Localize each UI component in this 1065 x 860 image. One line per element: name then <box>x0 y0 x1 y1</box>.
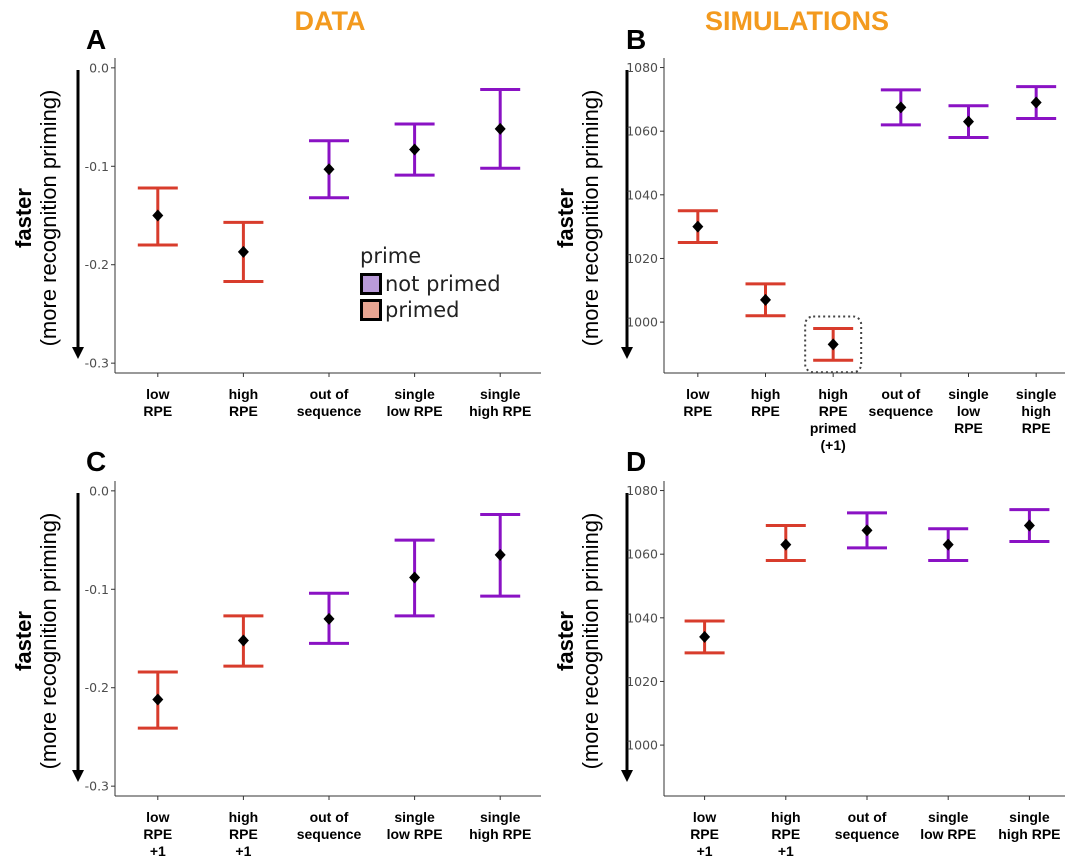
x-tick-label: single low RPE <box>387 809 443 842</box>
data-column-title: DATA <box>294 6 366 36</box>
x-tick-label: high RPE +1 <box>229 809 259 859</box>
mean-point <box>780 538 792 551</box>
mean-point <box>152 693 164 706</box>
panel-d-chart: 1080 1060 1040 1020 1000 low RPE +1 high RPE +1 out… <box>621 481 1065 859</box>
y-tick-label: 1040 <box>626 187 658 202</box>
mean-point <box>760 293 771 306</box>
faster-arrow-head <box>621 770 633 782</box>
x-tick-label: out of sequence <box>835 809 900 842</box>
x-tick-label: single high RPE <box>469 386 531 419</box>
y-tick-label: 1020 <box>626 251 658 266</box>
mean-point <box>409 571 421 584</box>
mean-point <box>827 338 839 351</box>
x-tick-label: high RPE <box>229 386 259 419</box>
y-tick-label: -0.1 <box>85 582 109 597</box>
mean-point <box>494 122 506 135</box>
mean-point <box>1023 519 1035 532</box>
panel-letter-c: C <box>86 446 107 477</box>
y-tick-label: 1040 <box>626 610 658 625</box>
mean-point <box>409 143 421 156</box>
mean-point <box>323 612 335 625</box>
y-tick-label: -0.1 <box>85 159 109 174</box>
legend-title: prime <box>360 244 422 268</box>
x-tick-label: single high RPE <box>998 809 1060 842</box>
panel-a-chart: 0.0 -0.1 -0.2 -0.3 low RPE high RPE out of sequen… <box>72 58 541 419</box>
x-tick-label: single high RPE <box>1016 386 1057 436</box>
mean-point <box>323 163 335 176</box>
y-tick-label: 1060 <box>626 547 658 562</box>
mean-point <box>963 115 974 128</box>
mean-point <box>692 220 704 233</box>
y-tick-label: -0.2 <box>85 257 109 272</box>
x-tick-label: low RPE <box>683 386 712 419</box>
mean-point <box>861 524 873 537</box>
y-tick-label: 1020 <box>626 674 658 689</box>
faster-arrow-head <box>72 770 84 782</box>
y-tick-label: -0.3 <box>85 779 109 794</box>
mean-point <box>237 245 249 258</box>
y-tick-label: 0.0 <box>89 60 109 75</box>
faster-arrow-head <box>621 347 633 359</box>
x-tick-label: single low RPE <box>387 386 443 419</box>
panel-c-chart: 0.0 -0.1 -0.2 -0.3 low RPE +1 high RPE +1 out of se… <box>72 481 541 859</box>
x-tick-label: low RPE +1 <box>143 809 172 859</box>
mean-point <box>152 209 164 222</box>
panel-letter-a: A <box>86 24 107 55</box>
x-tick-label: single low RPE <box>948 386 989 436</box>
panel-b-chart: 1080 1060 1040 1020 1000 low RPE high RPE high RPE… <box>621 58 1065 453</box>
y-tick-label: -0.2 <box>85 680 109 695</box>
legend-label-not-primed: not primed <box>385 272 501 296</box>
panel-letter-d: D <box>626 446 647 477</box>
x-tick-label: low RPE +1 <box>690 809 719 859</box>
simulations-column-title: SIMULATIONS <box>705 6 889 36</box>
x-tick-label: single high RPE <box>469 809 531 842</box>
x-tick-label: high RPE +1 <box>771 809 801 859</box>
faster-arrow-head <box>72 347 84 359</box>
mean-point <box>494 548 506 561</box>
panel-letter-b: B <box>626 24 647 55</box>
x-tick-label: high RPE primed (+1) <box>810 386 857 453</box>
x-tick-label: low RPE <box>143 386 172 419</box>
mean-point <box>942 538 954 551</box>
legend-label-primed: primed <box>385 298 460 322</box>
y-tick-label: 0.0 <box>89 483 109 498</box>
x-tick-label: high RPE <box>751 386 781 419</box>
legend: prime not primed primed <box>360 244 501 323</box>
legend-item-primed: primed <box>360 297 501 323</box>
mean-point <box>1030 96 1042 109</box>
mean-point <box>237 634 249 647</box>
x-tick-label: single low RPE <box>920 809 976 842</box>
y-tick-label: 1000 <box>626 738 658 753</box>
legend-item-not-primed: not primed <box>360 271 501 297</box>
y-tick-label: 1080 <box>626 483 658 498</box>
x-tick-label: out of sequence <box>869 386 934 419</box>
y-tick-label: 1000 <box>626 315 658 330</box>
x-tick-label: out of sequence <box>297 386 362 419</box>
legend-swatch-primed <box>360 299 382 321</box>
y-tick-label: -0.3 <box>85 356 109 371</box>
y-tick-label: 1080 <box>626 60 658 75</box>
mean-point <box>699 630 711 643</box>
mean-point <box>895 101 907 114</box>
y-tick-label: 1060 <box>626 124 658 139</box>
highlight-box <box>804 315 863 374</box>
legend-swatch-not-primed <box>360 273 382 295</box>
x-tick-label: out of sequence <box>297 809 362 842</box>
